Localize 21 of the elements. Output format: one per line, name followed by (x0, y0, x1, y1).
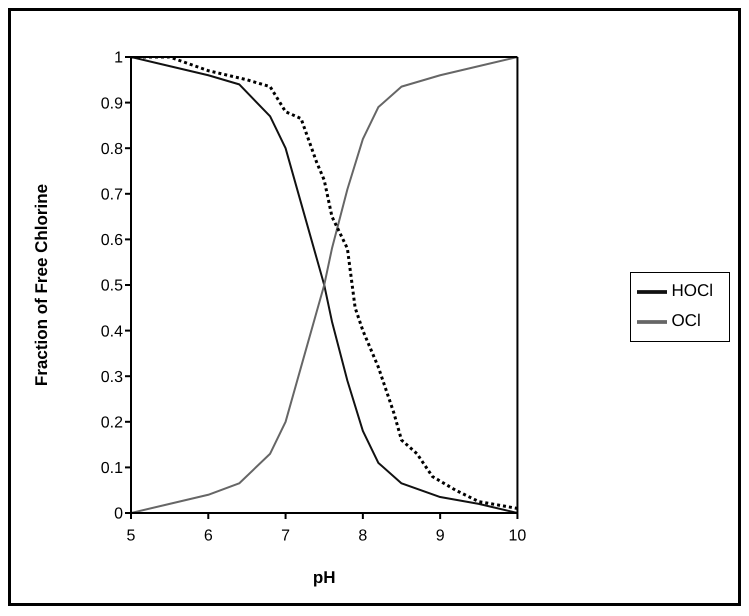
x-tick-label: 8 (358, 527, 368, 544)
y-tick-label: 0.1 (100, 460, 124, 478)
x-tick-label: 7 (281, 527, 290, 544)
y-tick-label: 1 (114, 50, 124, 67)
legend-label: OCl (671, 311, 701, 330)
y-axis-title: Fraction of Free Chlorine (32, 184, 52, 386)
y-tick-label: 0.4 (100, 323, 124, 340)
x-tick-label: 5 (126, 527, 136, 544)
y-tick-label: 0.5 (100, 278, 124, 295)
y-tick-label: 0.7 (100, 186, 124, 204)
y-tick-label: 0.6 (100, 232, 124, 250)
y-tick-label: 0.9 (100, 95, 124, 112)
x-tick-label: 6 (204, 527, 213, 544)
y-tick-label: 0 (114, 506, 124, 523)
y-tick-label: 0.8 (100, 140, 124, 158)
y-tick-label: 0.3 (100, 368, 124, 386)
x-axis-title: pH (312, 568, 336, 587)
x-tick-label: 10 (508, 527, 526, 544)
x-tick-label: 9 (436, 527, 445, 544)
legend-label: HOCl (671, 281, 713, 300)
y-tick-label: 0.2 (100, 414, 124, 432)
